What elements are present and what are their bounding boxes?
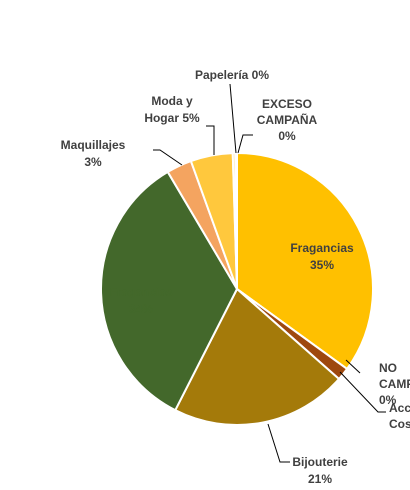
leader-papeleria bbox=[229, 83, 237, 154]
leader-no-campana bbox=[345, 359, 361, 374]
data-label-maquillajes: Maquillajes 3% bbox=[61, 138, 126, 169]
pie-slice-0 bbox=[236, 151, 374, 371]
pie-slice-8 bbox=[234, 151, 238, 290]
data-label-fragancias-2: Fragancias 34% bbox=[109, 285, 173, 316]
pie-slice-4 bbox=[100, 170, 239, 412]
data-label-accesorios: Acc Cos bbox=[389, 401, 410, 431]
data-label-fragancias-1: Fragancias 35% bbox=[290, 241, 354, 272]
leader-maquillajes bbox=[153, 149, 183, 166]
pie-slice-3 bbox=[173, 287, 341, 426]
leader-accesorios bbox=[339, 371, 386, 413]
data-label-no-campana: NOCAMPAÑ0% bbox=[379, 361, 410, 407]
leader-exceso bbox=[237, 134, 253, 154]
pie-slices bbox=[100, 151, 374, 426]
leader-lines bbox=[153, 83, 386, 463]
data-label-moda-hogar: Moda y Hogar 5% bbox=[144, 94, 200, 125]
data-label-papeleria: Papelería 0% bbox=[195, 68, 269, 82]
data-label-exceso: EXCESO CAMPAÑA 0% bbox=[257, 97, 318, 143]
leader-moda-hogar bbox=[206, 125, 215, 155]
data-label-bijouterie: Bijouterie 21% bbox=[292, 455, 348, 486]
leader-bijouterie bbox=[267, 423, 290, 463]
